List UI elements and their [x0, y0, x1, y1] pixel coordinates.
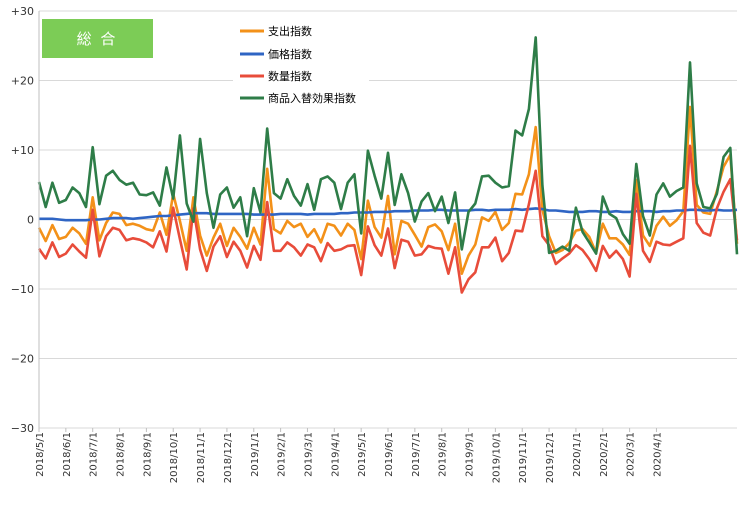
legend-box	[233, 20, 369, 110]
x-tick-label: 2018/7/1	[89, 432, 100, 477]
x-tick-label: 2018/6/1	[62, 432, 73, 477]
legend: 支出指数 価格指数 数量指数 商品入替効果指数	[233, 20, 369, 110]
series-line-price	[39, 207, 738, 222]
legend-label-replacement: 商品入替効果指数	[268, 91, 356, 105]
x-tick-label: 2019/1/1	[250, 432, 261, 477]
x-tick-label: 2019/2/1	[277, 432, 288, 477]
x-tick-label: 2019/6/1	[384, 432, 395, 477]
x-tick-label: 2019/3/1	[303, 432, 314, 477]
legend-label-quantity: 数量指数	[268, 69, 312, 83]
y-tick-label: −20	[11, 353, 34, 366]
legend-label-spending: 支出指数	[268, 24, 312, 38]
x-tick-label: 2018/12/1	[223, 432, 234, 483]
x-tick-label: 2019/5/1	[357, 432, 368, 477]
x-tick-label: 2019/10/1	[491, 432, 502, 483]
x-tick-label: 2019/8/1	[438, 432, 449, 477]
y-tick-label: −10	[11, 283, 34, 296]
x-axis: 2018/5/1 2018/6/1 2018/7/1 2018/8/1 2018/9/1…	[35, 428, 663, 483]
y-axis: +30 +20 +10 0 −10 −20 −30	[11, 5, 40, 435]
series-line-replacement	[37, 36, 739, 255]
gridlines	[39, 10, 737, 429]
x-tick-label: 2018/8/1	[116, 432, 127, 477]
x-tick-label: 2020/3/1	[626, 432, 637, 477]
x-tick-label: 2019/4/1	[330, 432, 341, 477]
legend-label-price: 価格指数	[268, 47, 312, 61]
series-line-quantity	[37, 144, 739, 294]
y-tick-label: +20	[11, 75, 34, 88]
x-tick-label: 2019/11/1	[518, 432, 529, 483]
chart-badge: 総 合	[42, 19, 153, 58]
badge-background	[42, 19, 153, 58]
x-tick-label: 2020/4/1	[652, 432, 663, 477]
x-tick-label: 2018/9/1	[142, 432, 153, 477]
series-line-spending	[37, 105, 739, 276]
y-tick-label: 0	[27, 214, 34, 227]
x-tick-label: 2019/12/1	[545, 432, 556, 483]
x-tick-label: 2018/5/1	[35, 432, 46, 477]
y-tick-label: −30	[11, 422, 34, 435]
x-tick-label: 2018/11/1	[196, 432, 207, 483]
x-tick-label: 2019/9/1	[465, 432, 476, 477]
series-lines	[37, 36, 739, 294]
x-tick-label: 2019/7/1	[411, 432, 422, 477]
badge-label: 総 合	[77, 30, 118, 48]
y-tick-label: +10	[11, 144, 34, 157]
x-tick-label: 2020/1/1	[572, 432, 583, 477]
y-tick-label: +30	[11, 5, 34, 18]
x-tick-label: 2018/10/1	[169, 432, 180, 483]
x-tick-label: 2020/2/1	[599, 432, 610, 477]
